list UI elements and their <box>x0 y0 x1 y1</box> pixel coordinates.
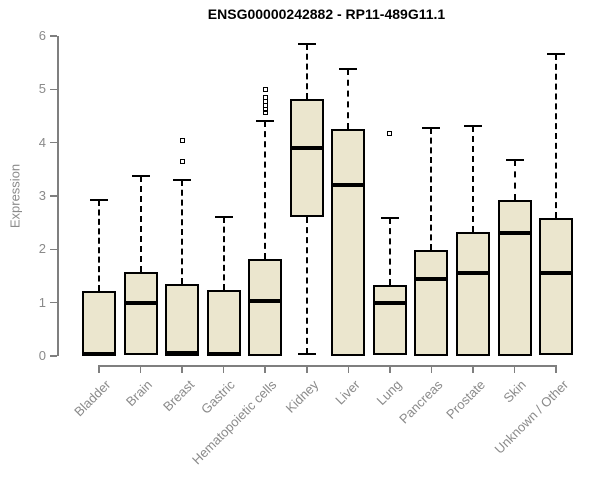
x-tick <box>222 365 225 373</box>
upper-whisker-cap <box>505 159 524 162</box>
y-tick <box>50 301 57 304</box>
y-tick <box>50 195 57 197</box>
boxplot-box <box>82 290 116 356</box>
x-tick-label: Breast <box>159 377 197 415</box>
upper-whisker-cap <box>297 43 316 45</box>
x-axis-line <box>99 365 557 367</box>
y-tick <box>50 141 57 144</box>
upper-whisker-cap <box>380 217 399 220</box>
upper-whisker <box>305 44 308 99</box>
x-tick-label: Liver <box>332 377 363 408</box>
x-tick-label: Lung <box>373 377 405 409</box>
x-tick-label: Kidney <box>282 377 322 416</box>
x-tick <box>389 365 391 373</box>
outlier-point <box>179 137 185 143</box>
outlier-point <box>262 86 268 92</box>
boxplot-box <box>206 289 241 356</box>
y-tick <box>50 35 57 37</box>
median-line <box>455 271 490 276</box>
x-tick <box>513 365 516 373</box>
y-tick <box>50 88 57 91</box>
x-tick-label: Prostate <box>442 377 488 422</box>
median-line <box>289 146 324 150</box>
x-tick <box>347 365 350 373</box>
boxplot-box <box>372 285 407 355</box>
upper-whisker <box>98 199 100 291</box>
outlier-point <box>387 130 393 136</box>
y-tick <box>50 248 57 251</box>
y-tick-label: 2 <box>38 241 46 257</box>
x-tick <box>181 365 183 373</box>
boxplot-box <box>248 258 283 356</box>
upper-whisker <box>264 121 267 259</box>
x-tick <box>555 365 557 373</box>
lower-whisker-cap <box>297 352 316 355</box>
upper-whisker-cap <box>547 52 566 55</box>
boxplot-box <box>289 98 324 218</box>
median-line <box>331 183 366 188</box>
upper-whisker <box>471 125 474 232</box>
upper-whisker <box>181 180 184 284</box>
upper-whisker-cap <box>256 120 275 123</box>
y-tick-label: 3 <box>38 188 46 203</box>
y-axis-line <box>57 36 59 356</box>
x-tick <box>98 365 100 373</box>
boxplot-box <box>455 231 490 356</box>
outlier-point <box>262 95 268 101</box>
y-tick-label: 1 <box>38 294 46 310</box>
x-tick <box>472 365 474 373</box>
median-line <box>372 300 407 305</box>
median-line <box>248 298 283 303</box>
upper-whisker-cap <box>339 68 358 71</box>
median-line <box>497 231 532 236</box>
y-tick-label: 5 <box>38 81 46 97</box>
boxplot-box <box>414 249 449 356</box>
x-tick <box>306 365 308 373</box>
upper-whisker <box>222 217 225 290</box>
median-line <box>165 351 200 356</box>
x-tick <box>139 365 142 373</box>
boxplot-box <box>331 129 366 356</box>
upper-whisker-cap <box>173 179 192 181</box>
x-tick-label: Unknown / Other <box>491 377 571 457</box>
y-tick <box>50 355 57 357</box>
x-tick-label: Pancreas <box>396 377 447 427</box>
upper-whisker <box>139 175 142 272</box>
median-line <box>414 277 449 282</box>
median-line <box>123 300 158 305</box>
y-tick-label: 4 <box>38 134 46 150</box>
median-line <box>82 352 116 357</box>
upper-whisker <box>388 218 391 286</box>
upper-whisker <box>513 160 516 201</box>
upper-whisker-cap <box>463 124 482 127</box>
x-tick <box>264 365 266 373</box>
x-tick-label: Skin <box>500 377 530 406</box>
lower-whisker <box>305 217 308 354</box>
boxplot-box <box>539 218 574 355</box>
x-tick-label: Brain <box>123 377 156 410</box>
x-tick-label: Bladder <box>71 377 114 420</box>
outlier-point <box>179 158 185 164</box>
upper-whisker <box>555 53 558 219</box>
upper-whisker <box>347 69 350 130</box>
upper-whisker <box>430 128 433 250</box>
y-tick-label: 0 <box>38 348 46 363</box>
median-line <box>206 351 241 356</box>
median-line <box>539 271 574 276</box>
x-tick <box>430 365 433 373</box>
boxplot-box <box>123 271 158 355</box>
upper-whisker-cap <box>214 216 233 219</box>
y-tick-label: 6 <box>38 28 46 43</box>
upper-whisker-cap <box>422 127 441 130</box>
x-tick-label: Gastric <box>198 377 239 417</box>
upper-whisker-cap <box>90 198 108 201</box>
boxplot-box <box>165 284 200 356</box>
boxplot-box <box>497 200 532 356</box>
chart-title: ENSG00000242882 - RP11-489G11.1 <box>207 6 446 22</box>
upper-whisker-cap <box>131 174 150 177</box>
